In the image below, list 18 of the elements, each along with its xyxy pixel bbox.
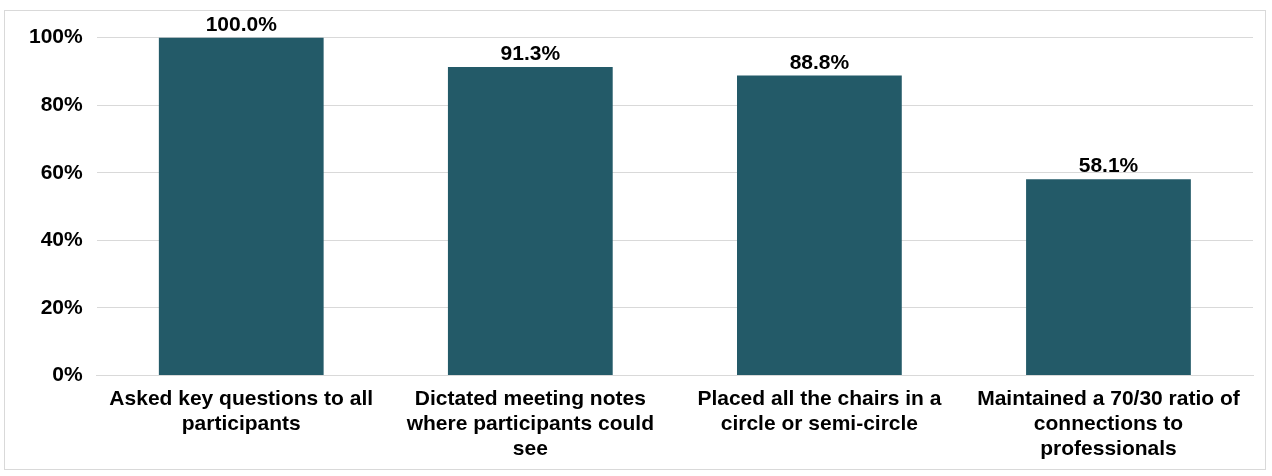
x-tick-label: Maintained a 70/30 ratio of connections to professionals: [977, 385, 1241, 460]
data-label: 88.8%: [789, 49, 850, 73]
x-tick-label: Asked key questions to all participants: [109, 385, 374, 434]
data-label: 100.0%: [205, 11, 278, 35]
y-tick-label: 40%: [40, 227, 84, 251]
x-tick-label: Placed all the chairs in a circle or semi-circle: [697, 385, 942, 434]
x-tick-label: Dictated meeting notes where participants could see: [405, 385, 655, 460]
y-tick-label: 60%: [40, 159, 84, 183]
data-label: 58.1%: [1078, 153, 1139, 177]
y-tick-label: 0%: [52, 362, 84, 386]
bar: [737, 75, 902, 375]
y-tick-label: 20%: [40, 294, 84, 318]
bar: [1026, 179, 1191, 375]
y-tick-label: 80%: [40, 91, 84, 115]
y-tick-label: 100%: [28, 24, 84, 48]
bar: [158, 37, 324, 375]
bar: [447, 66, 613, 375]
data-label: 91.3%: [500, 41, 561, 65]
